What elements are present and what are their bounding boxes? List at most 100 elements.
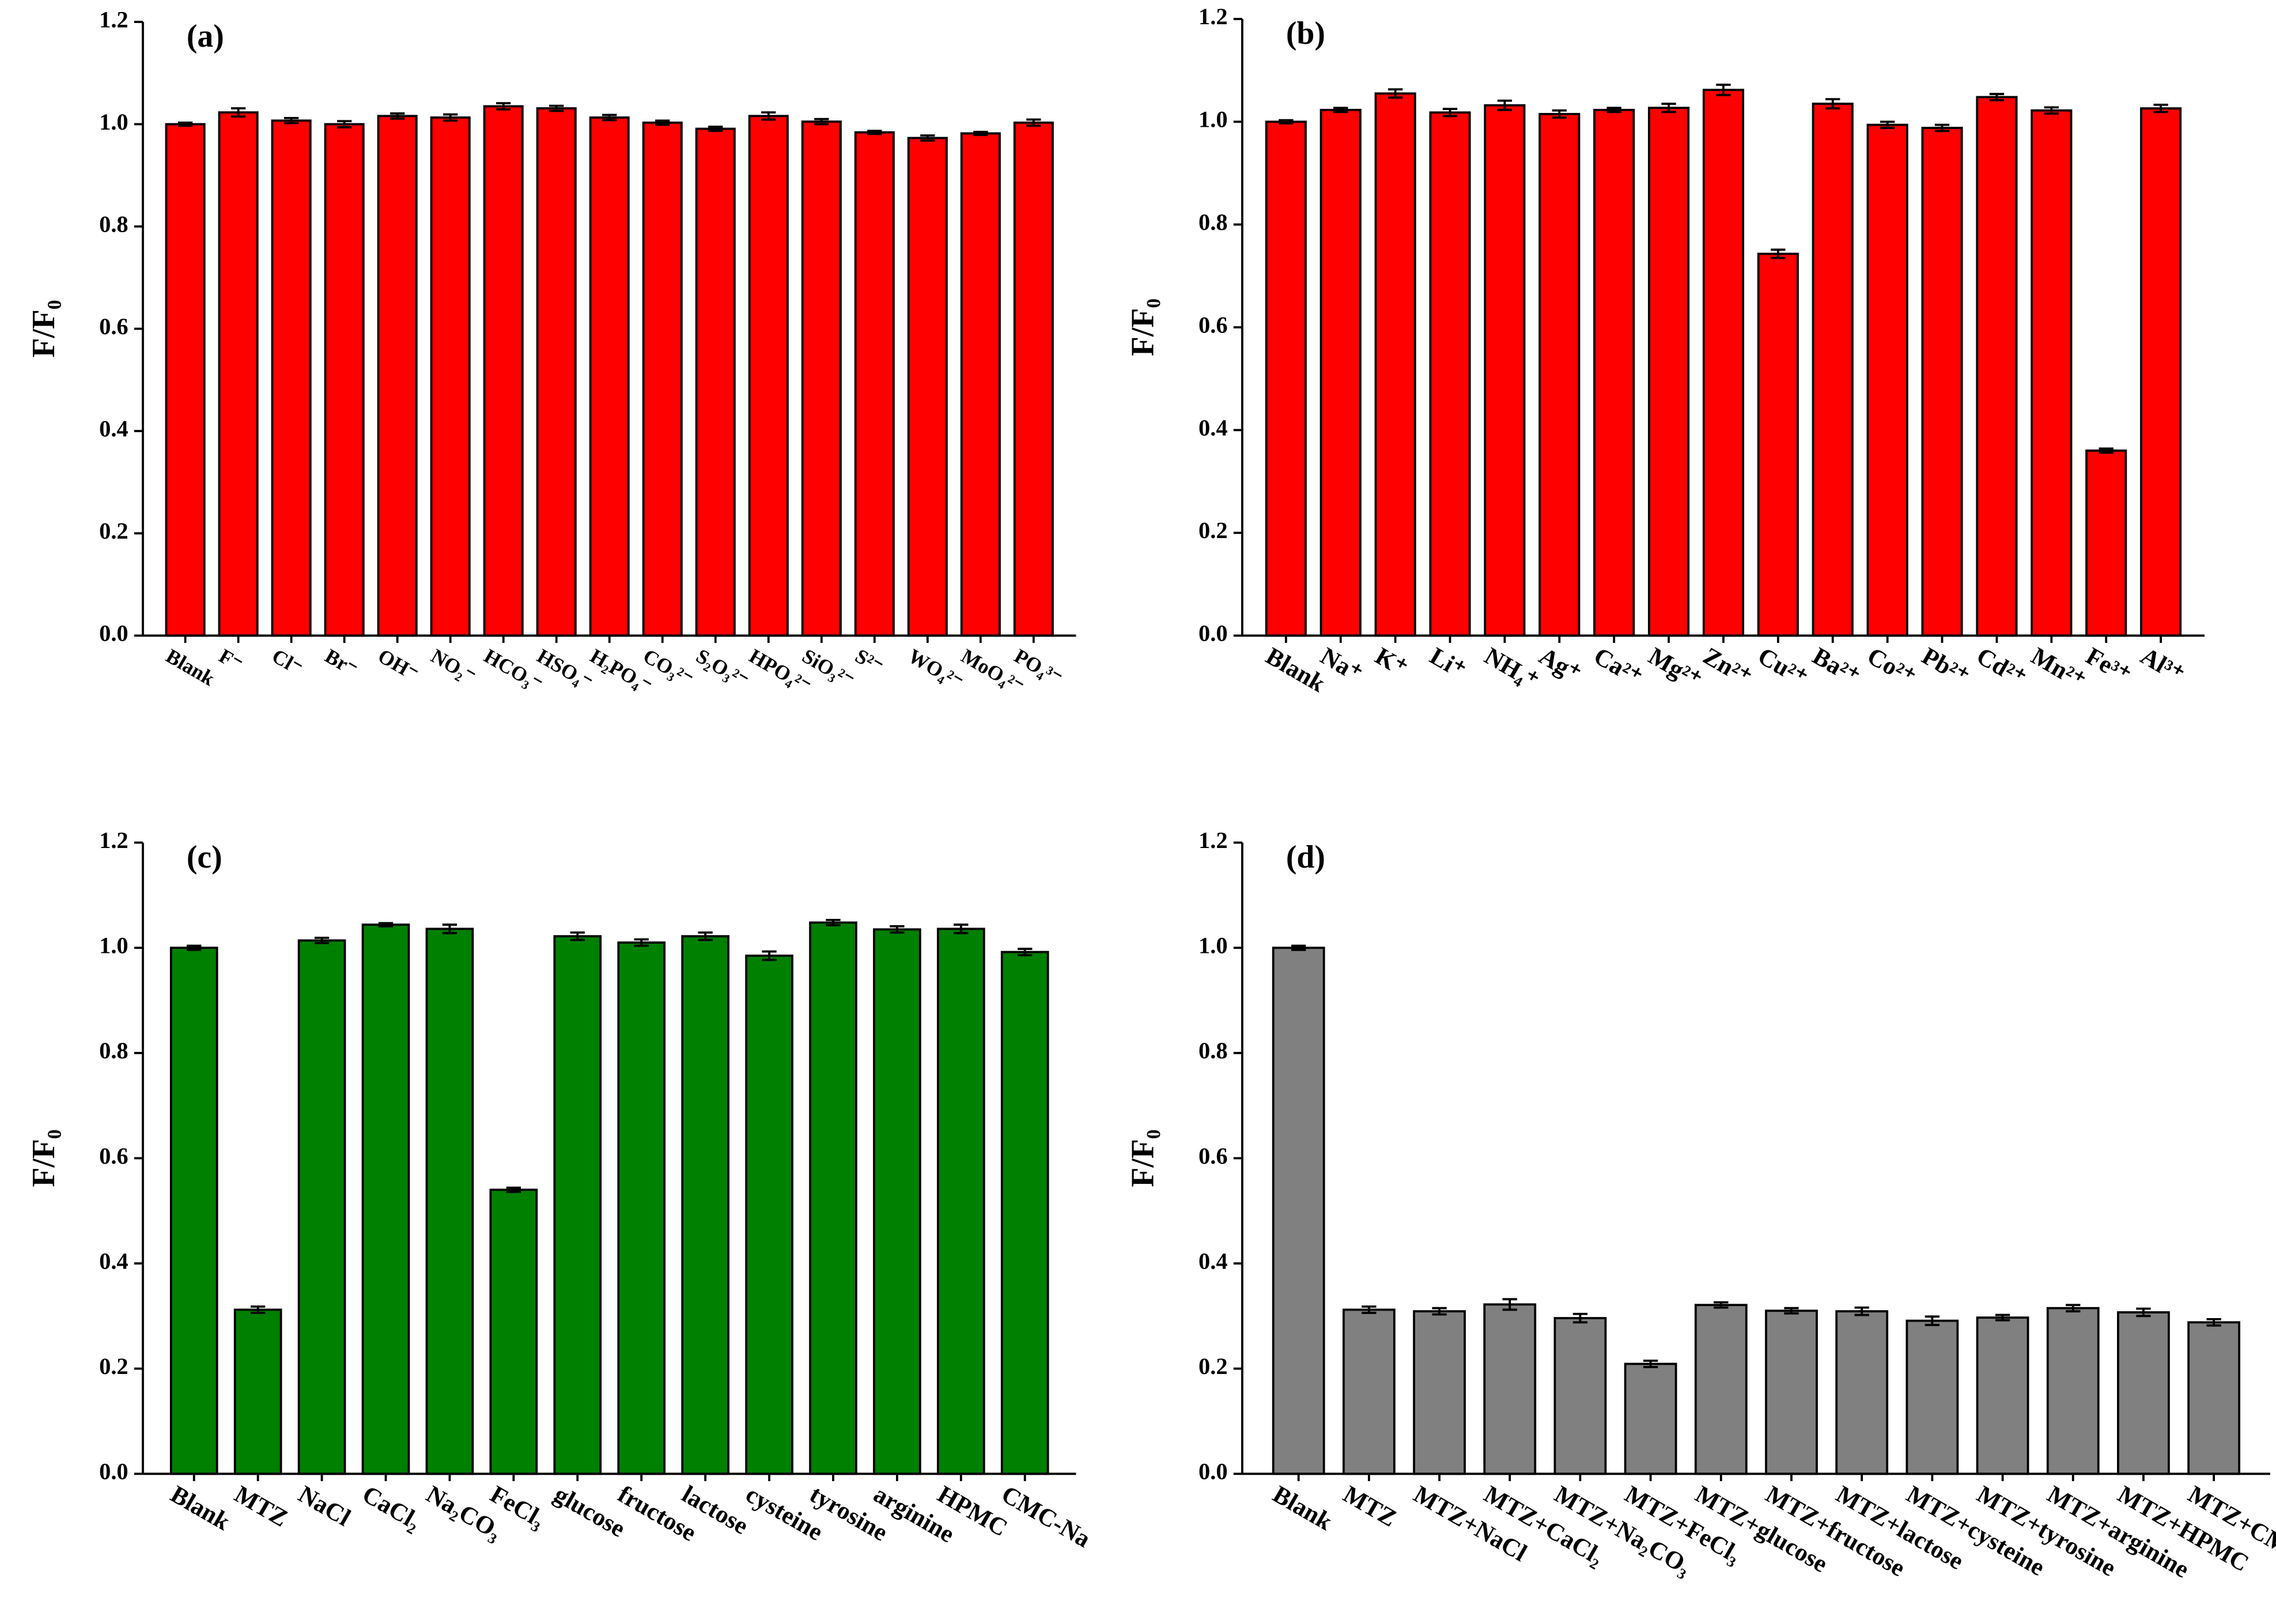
- bar: [1812, 103, 1854, 637]
- x-tick-label: Zn²⁺: [1699, 642, 1756, 691]
- y-tick-label: 1.0: [1199, 107, 1228, 133]
- y-tick-label: 1.2: [1199, 827, 1228, 853]
- x-tick-label: Fe³⁺: [2081, 642, 2135, 689]
- bar: [695, 127, 736, 637]
- bar: [2046, 1307, 2100, 1475]
- error-bar: [1934, 123, 1950, 133]
- error-bar: [1572, 1312, 1588, 1324]
- bar: [617, 941, 666, 1475]
- error-bar: [1606, 107, 1621, 113]
- error-bar: [442, 923, 458, 934]
- error-bar: [1825, 98, 1840, 110]
- bar: [1538, 113, 1581, 637]
- y-tick-label: 0.0: [1199, 620, 1228, 646]
- bar: [1013, 121, 1054, 637]
- y-tick-label: 0.8: [1199, 1038, 1228, 1063]
- panel-label: (b): [1286, 16, 1325, 51]
- x-tick-label: Ba²⁺: [1808, 642, 1865, 691]
- bar: [681, 935, 729, 1475]
- error-bar: [1771, 248, 1786, 259]
- error-bar: [1716, 84, 1731, 96]
- error-bar: [761, 111, 776, 121]
- error-bar: [655, 119, 670, 126]
- error-bar: [890, 925, 905, 934]
- x-tick-label: CaCl₂: [358, 1481, 425, 1535]
- y-tick-label: 0.8: [1199, 209, 1228, 235]
- y-tick-label: 0.4: [1199, 1248, 1228, 1274]
- y-tick-label: 1.2: [99, 827, 128, 853]
- bar: [907, 137, 948, 637]
- error-bar: [250, 1305, 266, 1314]
- error-bar: [1880, 120, 1895, 129]
- x-tick-label: Blank: [1268, 1481, 1337, 1536]
- panel-label: (c): [187, 839, 222, 875]
- bar: [642, 121, 683, 637]
- bar: [169, 947, 218, 1475]
- bar: [1757, 252, 1799, 637]
- error-bar: [814, 118, 829, 126]
- bar: [748, 115, 789, 637]
- y-tick-label: 0.2: [1199, 1353, 1228, 1379]
- y-tick-label: 1.0: [99, 109, 128, 135]
- bar: [1694, 1304, 1748, 1475]
- error-bar: [1995, 1313, 2010, 1322]
- error-bar: [2044, 106, 2059, 115]
- x-tick-label: Co²⁺: [1862, 642, 1920, 691]
- error-bar: [1714, 1301, 1729, 1309]
- bar: [1342, 1308, 1396, 1475]
- y-tick-label: 0.0: [99, 620, 128, 646]
- y-tick-label: 0.6: [99, 1143, 128, 1169]
- bar: [1000, 951, 1049, 1475]
- x-tick-label: K⁺: [1370, 642, 1412, 682]
- error-bar: [230, 107, 246, 118]
- error-bar: [602, 113, 617, 122]
- x-tick-label: MTZ: [230, 1481, 292, 1532]
- x-tick-label: S₂O₃²⁻: [692, 644, 753, 692]
- error-bar: [337, 120, 352, 128]
- bar: [801, 120, 842, 637]
- bar: [233, 1308, 282, 1475]
- error-bar: [314, 937, 330, 944]
- y-axis-label: F/F₀: [1125, 298, 1161, 356]
- bar: [165, 123, 206, 637]
- bar: [960, 132, 1001, 637]
- bar: [1765, 1309, 1818, 1475]
- bar: [483, 105, 524, 637]
- bar: [2117, 1311, 2170, 1475]
- bar: [536, 107, 577, 637]
- error-bar: [708, 126, 723, 132]
- bar: [425, 928, 474, 1475]
- x-tick-label: MTZ: [1339, 1481, 1401, 1532]
- y-tick-label: 0.6: [1199, 1143, 1228, 1169]
- bar: [1265, 120, 1307, 637]
- error-bar: [1502, 1298, 1517, 1311]
- bar: [873, 928, 921, 1475]
- error-bar: [2206, 1318, 2221, 1327]
- y-tick-label: 0.2: [1199, 517, 1228, 543]
- bar: [1483, 1303, 1537, 1475]
- error-bar: [390, 112, 405, 120]
- error-bar: [634, 938, 649, 947]
- error-bar: [283, 117, 299, 124]
- bar: [1272, 947, 1325, 1475]
- bar: [324, 123, 365, 637]
- y-tick-label: 0.2: [99, 518, 128, 544]
- error-bar: [973, 130, 988, 137]
- x-tick-label: Br⁻: [321, 644, 361, 681]
- bar: [745, 955, 793, 1475]
- bar: [2085, 449, 2127, 637]
- bar: [936, 928, 985, 1475]
- error-bar: [1784, 1307, 1799, 1315]
- error-bar: [1387, 88, 1403, 99]
- error-bar: [443, 113, 458, 122]
- error-bar: [867, 130, 882, 135]
- bar: [1484, 104, 1526, 637]
- y-tick-label: 0.4: [99, 1248, 128, 1274]
- x-tick-label: Blank: [162, 644, 219, 690]
- error-bar: [1279, 119, 1294, 124]
- bar: [430, 116, 471, 637]
- bar: [489, 1188, 538, 1475]
- panel-label: (a): [187, 18, 224, 54]
